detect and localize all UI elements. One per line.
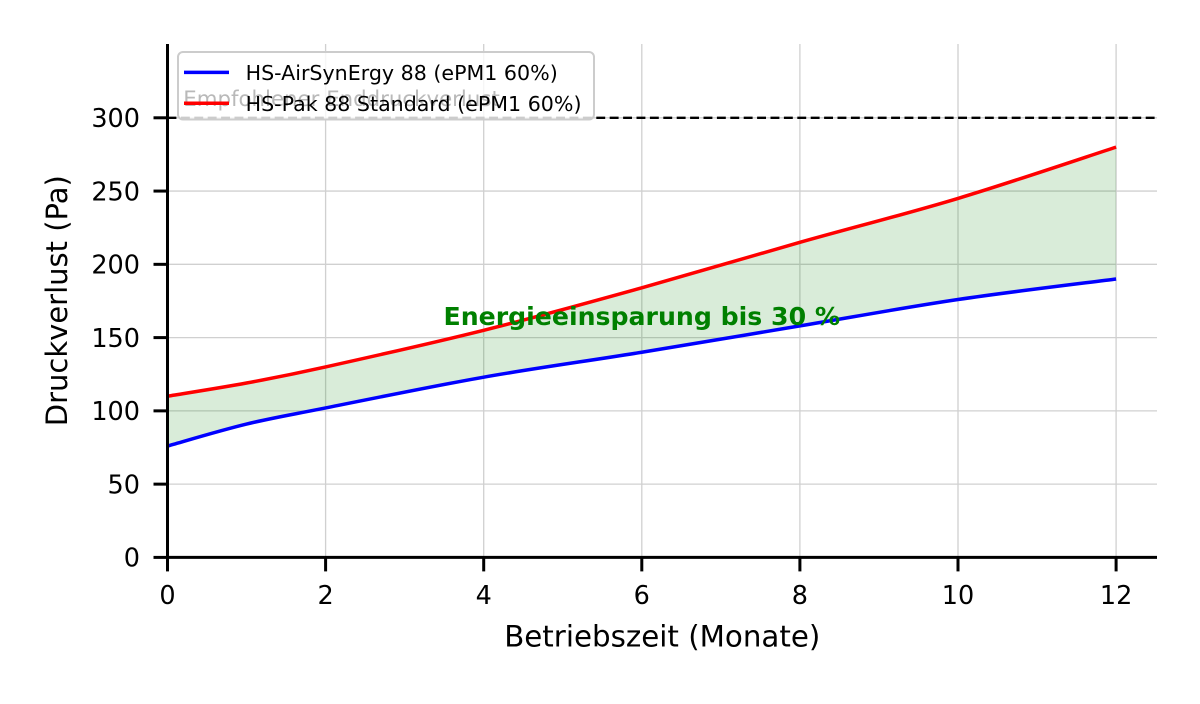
y-tick-label-100: 100 (91, 397, 140, 427)
y-tick-label-150: 150 (91, 324, 140, 354)
axes-layer: 0 2 4 6 8 10 12 0 50 100 150 200 250 300 Betriebszeit … (40, 44, 1157, 654)
y-tick-label-300: 300 (91, 104, 140, 134)
x-axis-label: Betriebszeit (Monate) (504, 620, 820, 654)
legend-label-1: HS-Pak 88 Standard (ePM1 60%) (246, 92, 582, 116)
x-tick-label-6: 6 (634, 581, 650, 611)
x-tick-label-0: 0 (159, 581, 175, 611)
x-tick-label-10: 10 (942, 581, 974, 611)
x-tick-label-2: 2 (317, 581, 333, 611)
series-line-airsynergy (167, 277, 1117, 448)
x-tick-label-12: 12 (1100, 581, 1132, 611)
x-tick-label-8: 8 (792, 581, 808, 611)
threshold-annotation: Empfohlener Enddruckverlust (183, 87, 500, 112)
y-tick-label-50: 50 (108, 470, 140, 500)
y-axis-label: Druckverlust (Pa) (40, 175, 74, 426)
series-line-standard (167, 145, 1117, 398)
legend-box (177, 51, 595, 121)
plot-layer: Energieeinsparung bis 30 % (167, 116, 1157, 448)
y-tick-label-250: 250 (91, 177, 140, 207)
y-tick-label-200: 200 (91, 251, 140, 281)
savings-annotation: Energieeinsparung bis 30 % (443, 302, 840, 331)
x-tick-label-4: 4 (476, 581, 492, 611)
legend-label-0: HS-AirSynErgy 88 (ePM1 60%) (246, 61, 558, 85)
y-tick-label-0: 0 (124, 544, 140, 574)
legend-layer: Empfohlener EnddruckverlustHS-AirSynErgy… (177, 51, 595, 121)
